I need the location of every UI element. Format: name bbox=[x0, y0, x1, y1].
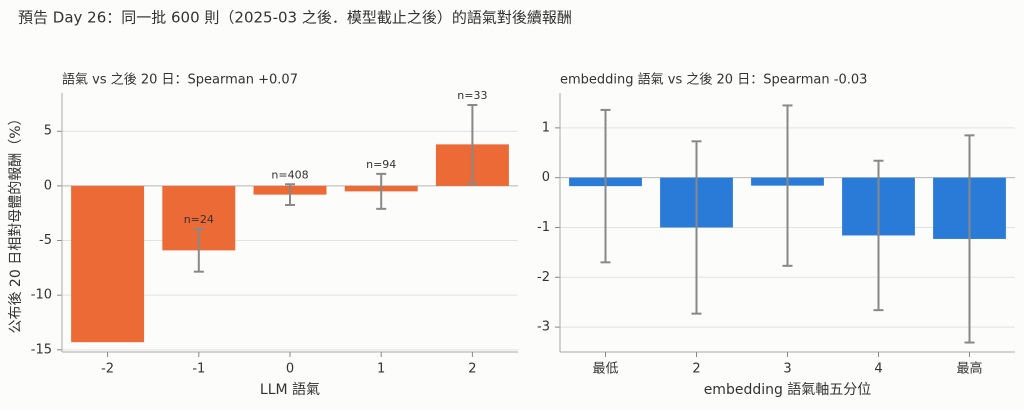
figure-title: 預告 Day 26：同一批 600 則（2025-03 之後．模型截止之後）的語… bbox=[18, 9, 572, 27]
count-label: n=408 bbox=[271, 168, 308, 181]
chart-title: 語氣 vs 之後 20 日：Spearman +0.07 bbox=[62, 72, 298, 88]
y-tick-label: 0 bbox=[542, 170, 550, 185]
x-tick-label: 最高 bbox=[956, 361, 982, 377]
x-tick-label: -2 bbox=[101, 362, 114, 377]
y-tick-label: -3 bbox=[537, 320, 550, 335]
count-label: n=94 bbox=[366, 158, 396, 171]
x-axis-label: embedding 語氣軸五分位 bbox=[704, 382, 872, 398]
chart-title: embedding 語氣 vs 之後 20 日：Spearman -0.03 bbox=[560, 72, 867, 88]
y-tick-label: -1 bbox=[537, 220, 550, 235]
y-axis-label: 公布後 20 日相對母體的報酬（%） bbox=[8, 111, 24, 333]
count-label: n=24 bbox=[184, 213, 214, 226]
x-axis-label: LLM 語氣 bbox=[260, 382, 320, 398]
x-tick-label: 2 bbox=[468, 362, 476, 377]
x-tick-label: 3 bbox=[783, 362, 791, 377]
x-tick-label: 2 bbox=[692, 362, 700, 377]
y-tick-label: -5 bbox=[39, 233, 52, 248]
x-tick-label: -1 bbox=[192, 362, 205, 377]
count-label: n=33 bbox=[457, 89, 487, 102]
y-tick-label: -10 bbox=[31, 288, 52, 303]
x-tick-label: 最低 bbox=[592, 362, 618, 377]
x-tick-label: 4 bbox=[874, 362, 882, 377]
y-tick-label: 1 bbox=[542, 120, 550, 135]
x-tick-label: 0 bbox=[286, 362, 294, 377]
bar bbox=[71, 185, 145, 343]
y-tick-label: -15 bbox=[31, 342, 52, 357]
y-tick-label: 0 bbox=[44, 178, 52, 193]
x-tick-label: 1 bbox=[377, 362, 385, 377]
y-tick-label: -2 bbox=[537, 270, 550, 285]
y-tick-label: 5 bbox=[44, 124, 52, 139]
